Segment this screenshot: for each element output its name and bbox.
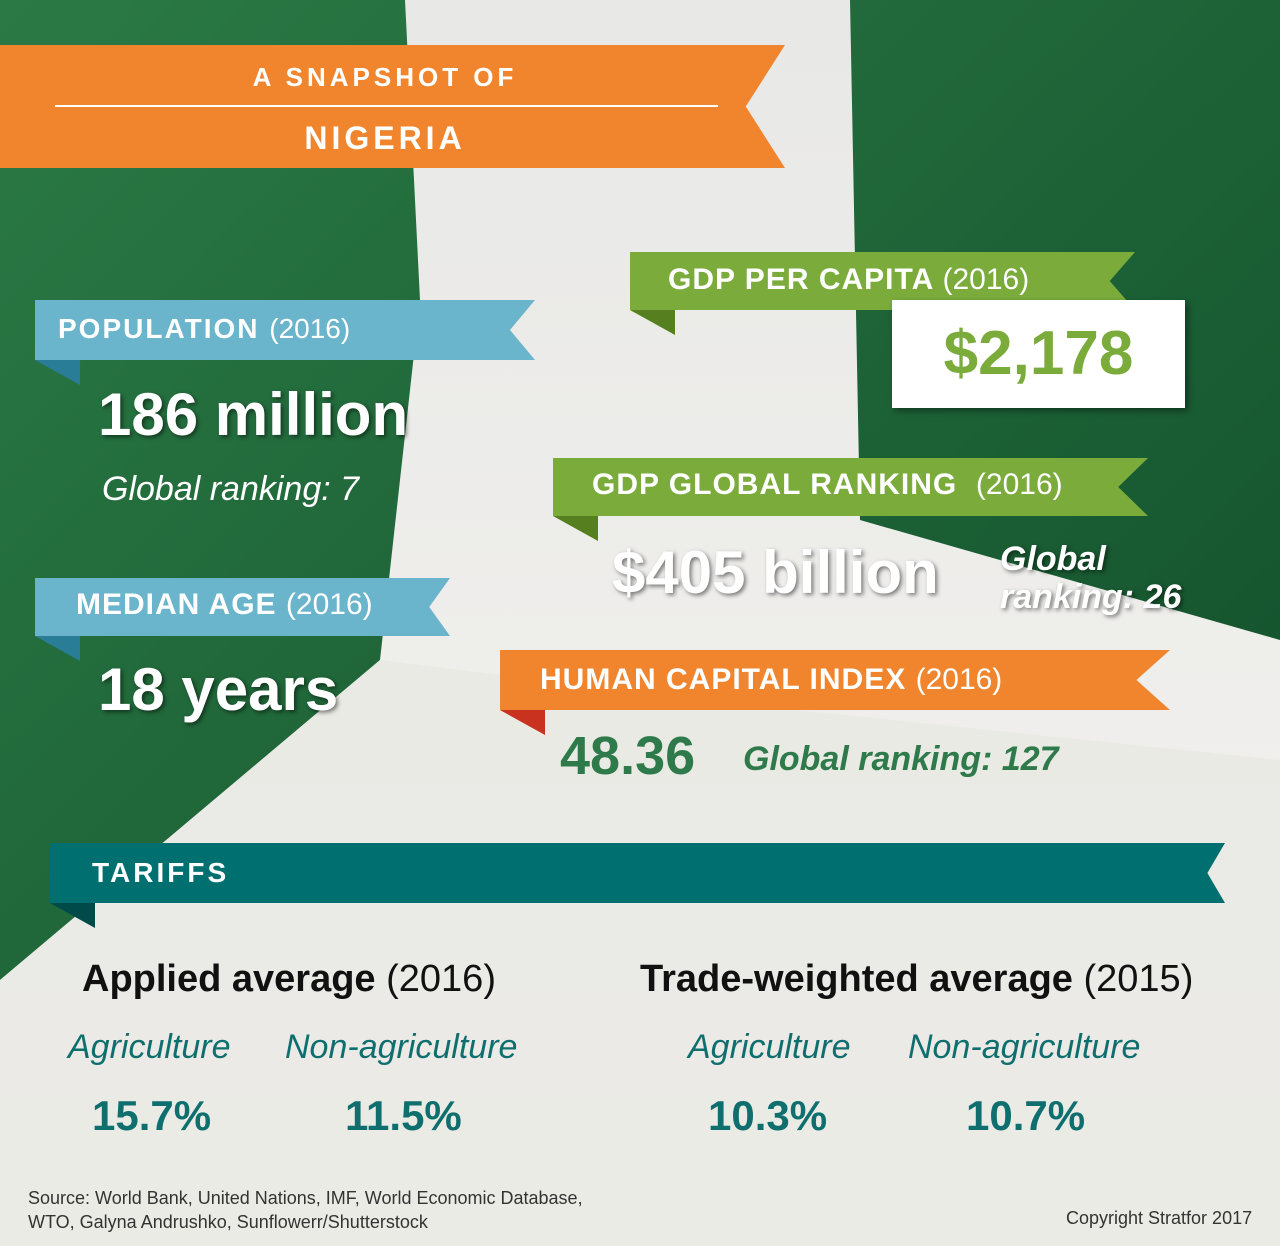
- tariff-value: 10.3%: [708, 1092, 828, 1139]
- human-capital-label: HUMAN CAPITAL INDEX: [540, 663, 907, 696]
- gdp-per-capita-value: $2,178: [892, 300, 1185, 408]
- human-capital-ribbon: [500, 650, 1170, 710]
- tariff-label: Non-agriculture: [285, 1028, 518, 1066]
- tariff-label: Non-agriculture: [908, 1028, 1141, 1066]
- gdp-per-capita-label: GDP PER CAPITA: [668, 263, 934, 296]
- median-age-label: MEDIAN AGE: [76, 588, 277, 621]
- source-line: WTO, Galyna Andrushko, Sunflowerr/Shutte…: [28, 1212, 428, 1232]
- median-age-ribbon: [35, 578, 450, 636]
- gdp-ranking-label: GDP GLOBAL RANKING: [592, 468, 958, 501]
- tariff-label: Agriculture: [688, 1028, 851, 1066]
- tariff-value: 10.7%: [966, 1092, 1086, 1139]
- median-age-year: (2016): [285, 588, 373, 621]
- source: Source: World Bank, United Nations, IMF,…: [28, 1186, 583, 1234]
- median-age-value: 18 years: [98, 656, 339, 723]
- group-year: (2016): [386, 958, 496, 1000]
- tariff-group-title: Trade-weighted average (2015): [640, 958, 1193, 1001]
- population-label: POPULATION: [58, 313, 260, 344]
- human-capital-ranking: Global ranking: 127: [743, 740, 1059, 778]
- group-year: (2015): [1083, 958, 1194, 1000]
- gdp-ranking-value: $405 billion: [612, 539, 939, 606]
- header-rule: [55, 105, 718, 107]
- tariff-label: Agriculture: [68, 1028, 231, 1066]
- population-ranking: Global ranking: 7: [102, 470, 360, 508]
- tariff-value: 15.7%: [92, 1092, 212, 1139]
- header-line1: A SNAPSHOT OF: [252, 62, 518, 92]
- group-title: Applied average: [82, 958, 376, 1000]
- gdp-ranking-year: (2016): [975, 468, 1063, 501]
- tariff-group-title: Applied average (2016): [82, 958, 496, 1001]
- group-title: Trade-weighted average: [640, 958, 1073, 1000]
- gdp-ranking-ribbon: [553, 458, 1148, 516]
- tariffs-title: TARIFFS: [92, 857, 230, 888]
- gdp-per-capita-year: (2016): [942, 263, 1030, 296]
- tariff-value: 11.5%: [345, 1092, 462, 1139]
- tariffs-ribbon: [50, 843, 1225, 903]
- header-line2: NIGERIA: [304, 120, 466, 156]
- population-value: 186 million: [98, 381, 409, 448]
- population-year: (2016): [269, 313, 351, 344]
- human-capital-year: (2016): [915, 663, 1003, 696]
- gdp-ranking-ranking: Global ranking: 26: [1000, 540, 1182, 616]
- source-line: Source: World Bank, United Nations, IMF,…: [28, 1188, 583, 1208]
- human-capital-value: 48.36: [560, 726, 696, 786]
- population-ribbon: [35, 300, 535, 360]
- copyright: Copyright Stratfor 2017: [1066, 1208, 1253, 1228]
